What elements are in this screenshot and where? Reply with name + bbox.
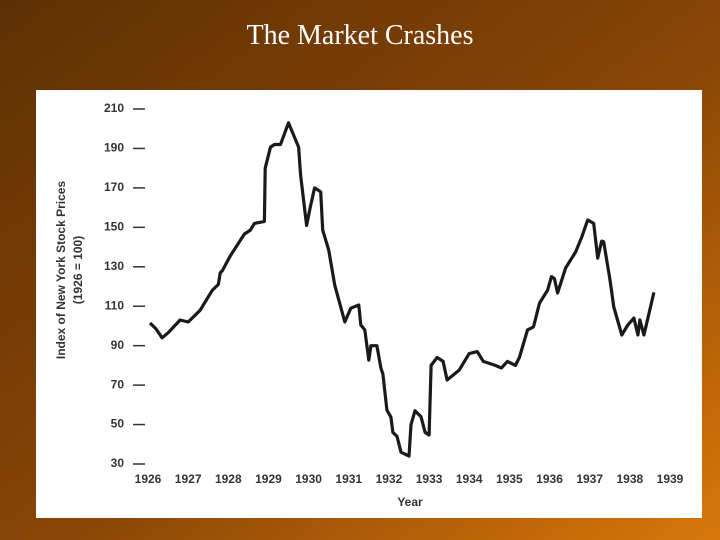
y-tick-label: 70 xyxy=(111,377,125,391)
x-tick-label: 1931 xyxy=(335,472,362,486)
x-tick-label: 1938 xyxy=(616,472,643,486)
x-tick-label: 1927 xyxy=(175,472,202,486)
slide-title: The Market Crashes xyxy=(246,20,473,51)
y-tick-label: 150 xyxy=(104,220,124,234)
x-tick-label: 1932 xyxy=(376,472,403,486)
chart-panel xyxy=(36,90,702,518)
x-tick-label: 1936 xyxy=(536,472,563,486)
x-tick-label: 1939 xyxy=(657,472,684,486)
x-tick-label: 1937 xyxy=(576,472,603,486)
x-tick-label: 1933 xyxy=(416,472,443,486)
y-axis-note: (1926 = 100) xyxy=(71,236,85,304)
y-tick-label: 90 xyxy=(111,338,125,352)
x-tick-label: 1928 xyxy=(215,472,242,486)
x-tick-label: 1929 xyxy=(255,472,282,486)
y-tick-label: 210 xyxy=(104,101,124,115)
x-tick-label: 1935 xyxy=(496,472,523,486)
price-line xyxy=(148,121,656,458)
y-tick-label: 110 xyxy=(105,298,125,312)
y-tick-label: 30 xyxy=(111,456,125,470)
x-tick-label: 1930 xyxy=(295,472,322,486)
y-tick-label: 50 xyxy=(111,417,125,431)
x-tick-label: 1926 xyxy=(135,472,162,486)
y-axis-label: Index of New York Stock Prices xyxy=(54,181,68,360)
x-tick-label: 1934 xyxy=(456,472,483,486)
x-axis-label: Year xyxy=(397,495,423,509)
y-tick-label: 190 xyxy=(104,141,124,155)
y-tick-label: 130 xyxy=(104,259,124,273)
y-tick-label: 170 xyxy=(104,180,124,194)
